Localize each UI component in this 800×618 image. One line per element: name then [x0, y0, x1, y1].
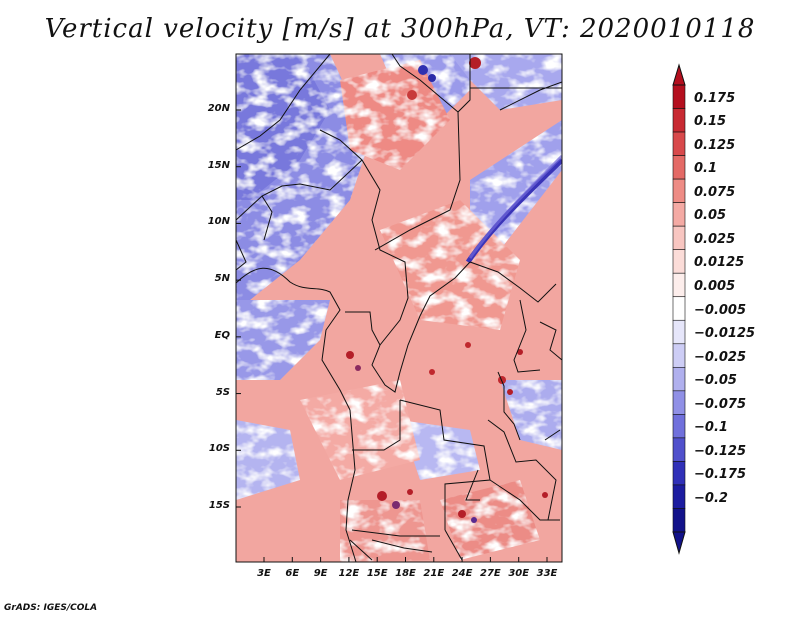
colorbar-label: 0.0125 — [694, 255, 745, 271]
colorbar-label: −0.175 — [694, 467, 747, 483]
colorbar-swatch — [672, 225, 686, 250]
colorbar-label: −0.0125 — [694, 326, 756, 342]
lon-tick-label: 33E — [536, 568, 558, 579]
colorbar-label: 0.075 — [694, 184, 736, 200]
lat-tick-label: 5N — [214, 273, 230, 285]
colorbar-swatch — [672, 202, 686, 227]
credit-text: GrADS: IGES/COLA — [4, 603, 98, 613]
colorbar-label: −0.2 — [694, 490, 728, 506]
velocity-field — [236, 54, 562, 562]
colorbar-swatch — [672, 319, 686, 345]
colorbar-bottom-arrow — [672, 531, 686, 555]
colorbar-swatch — [672, 131, 686, 156]
lat-tick-label: 15N — [207, 159, 230, 171]
colorbar-label: 0.1 — [694, 161, 718, 177]
country-boundaries — [236, 54, 562, 562]
colorbar-label: 0.175 — [694, 90, 736, 106]
colorbar-label: −0.005 — [694, 302, 747, 318]
lat-tick-label: EQ — [214, 329, 230, 341]
colorbar-swatch — [672, 155, 686, 180]
lat-tick-label: 10N — [207, 216, 230, 228]
colorbar-top-arrow — [672, 63, 686, 86]
lon-tick-label: 6E — [285, 568, 300, 579]
axis-ticks — [236, 109, 548, 562]
lon-tick-label: 3E — [257, 568, 271, 579]
colorbar-label: 0.15 — [694, 114, 727, 130]
colorbar-label: 0.025 — [694, 231, 736, 247]
colorbar-swatch — [672, 367, 686, 392]
lat-tick-label: 10S — [208, 443, 230, 455]
lon-tick-label: 27E — [480, 568, 501, 579]
colorbar-swatch — [672, 84, 686, 109]
colorbar-label: −0.025 — [694, 349, 747, 365]
colorbar-swatch — [672, 249, 686, 274]
colorbar — [672, 63, 686, 555]
lon-tick-label: 18E — [395, 568, 416, 579]
colorbar-swatch — [672, 178, 686, 203]
colorbar-swatch — [672, 296, 686, 321]
colorbar-swatch — [672, 272, 686, 298]
colorbar-label: −0.1 — [694, 420, 728, 436]
colorbar-swatch — [672, 461, 686, 486]
map-title: Vertical velocity [m/s] at 300hPa, VT: 2… — [44, 14, 756, 44]
lon-tick-label: 12E — [338, 568, 360, 579]
colorbar-label: −0.075 — [694, 396, 747, 412]
lat-tick-label: 20N — [207, 103, 230, 114]
colorbar-swatch — [672, 390, 686, 415]
colorbar-label: −0.125 — [694, 443, 747, 459]
lat-tick-label: 5S — [215, 386, 230, 398]
colorbar-label: 0.125 — [694, 137, 736, 153]
lon-tick-label: 15E — [366, 568, 388, 579]
colorbar-swatch — [672, 508, 686, 533]
colorbar-swatch — [672, 414, 686, 439]
colorbar-label: 0.005 — [694, 278, 736, 294]
lon-tick-label: 9E — [313, 568, 328, 579]
colorbar-swatch — [672, 437, 686, 462]
lon-tick-label: 24E — [451, 568, 473, 579]
lon-tick-label: 30E — [508, 568, 530, 579]
colorbar-label: 0.05 — [694, 208, 727, 224]
colorbar-label: −0.05 — [694, 373, 737, 389]
colorbar-swatch — [672, 108, 686, 133]
lon-tick-label: 21E — [423, 568, 445, 579]
intense-cells — [346, 57, 548, 523]
colorbar-swatch — [672, 343, 686, 368]
lat-tick-label: 15S — [208, 500, 230, 511]
colorbar-swatch — [672, 484, 686, 509]
